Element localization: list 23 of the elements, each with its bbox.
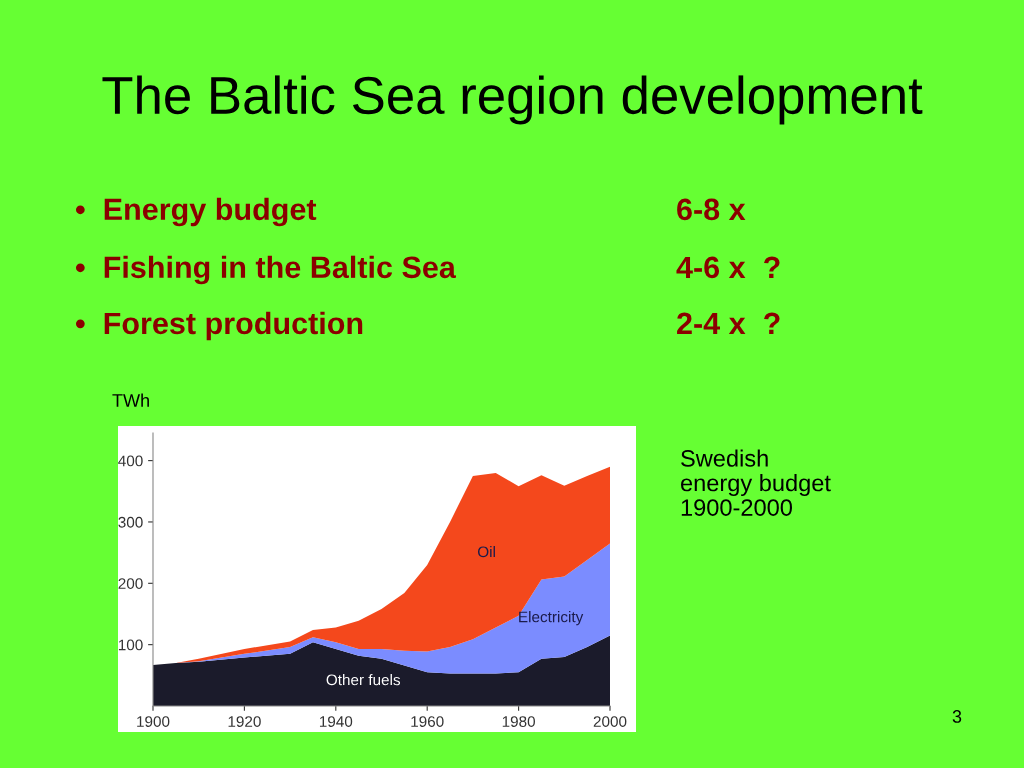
text: 2-4 x ?: [677, 312, 780, 334]
x-tick-label: 1980: [502, 716, 535, 727]
text: 3: [952, 710, 962, 723]
x-tick-label: 1900: [137, 716, 170, 727]
text: Swedish energy budget 1900-2000: [681, 449, 831, 516]
y-tick-label: 100: [118, 639, 143, 651]
y-tick-label: 200: [118, 578, 143, 589]
series-label: Oil: [478, 546, 495, 558]
text: • Fishing in the Baltic Sea: [75, 255, 457, 285]
x-tick-label: 1960: [411, 716, 444, 727]
text: • Forest production: [75, 311, 363, 341]
text: 4-6 x ?: [676, 256, 780, 279]
x-tick-label: 2000: [593, 716, 627, 727]
text: • Energy budget: [75, 197, 317, 227]
x-tick-label: 1920: [228, 716, 261, 727]
y-tick-label: 400: [118, 455, 143, 467]
x-tick-label: 1940: [319, 716, 353, 727]
y-axis-title: TWh: [112, 393, 149, 407]
chart-title: The Baltic Sea region development: [102, 75, 923, 125]
series-label: Other fuels: [326, 674, 401, 686]
series-label: Electricity: [519, 611, 584, 626]
y-tick-label: 300: [118, 516, 143, 528]
text: 6-8 x: [677, 198, 746, 221]
